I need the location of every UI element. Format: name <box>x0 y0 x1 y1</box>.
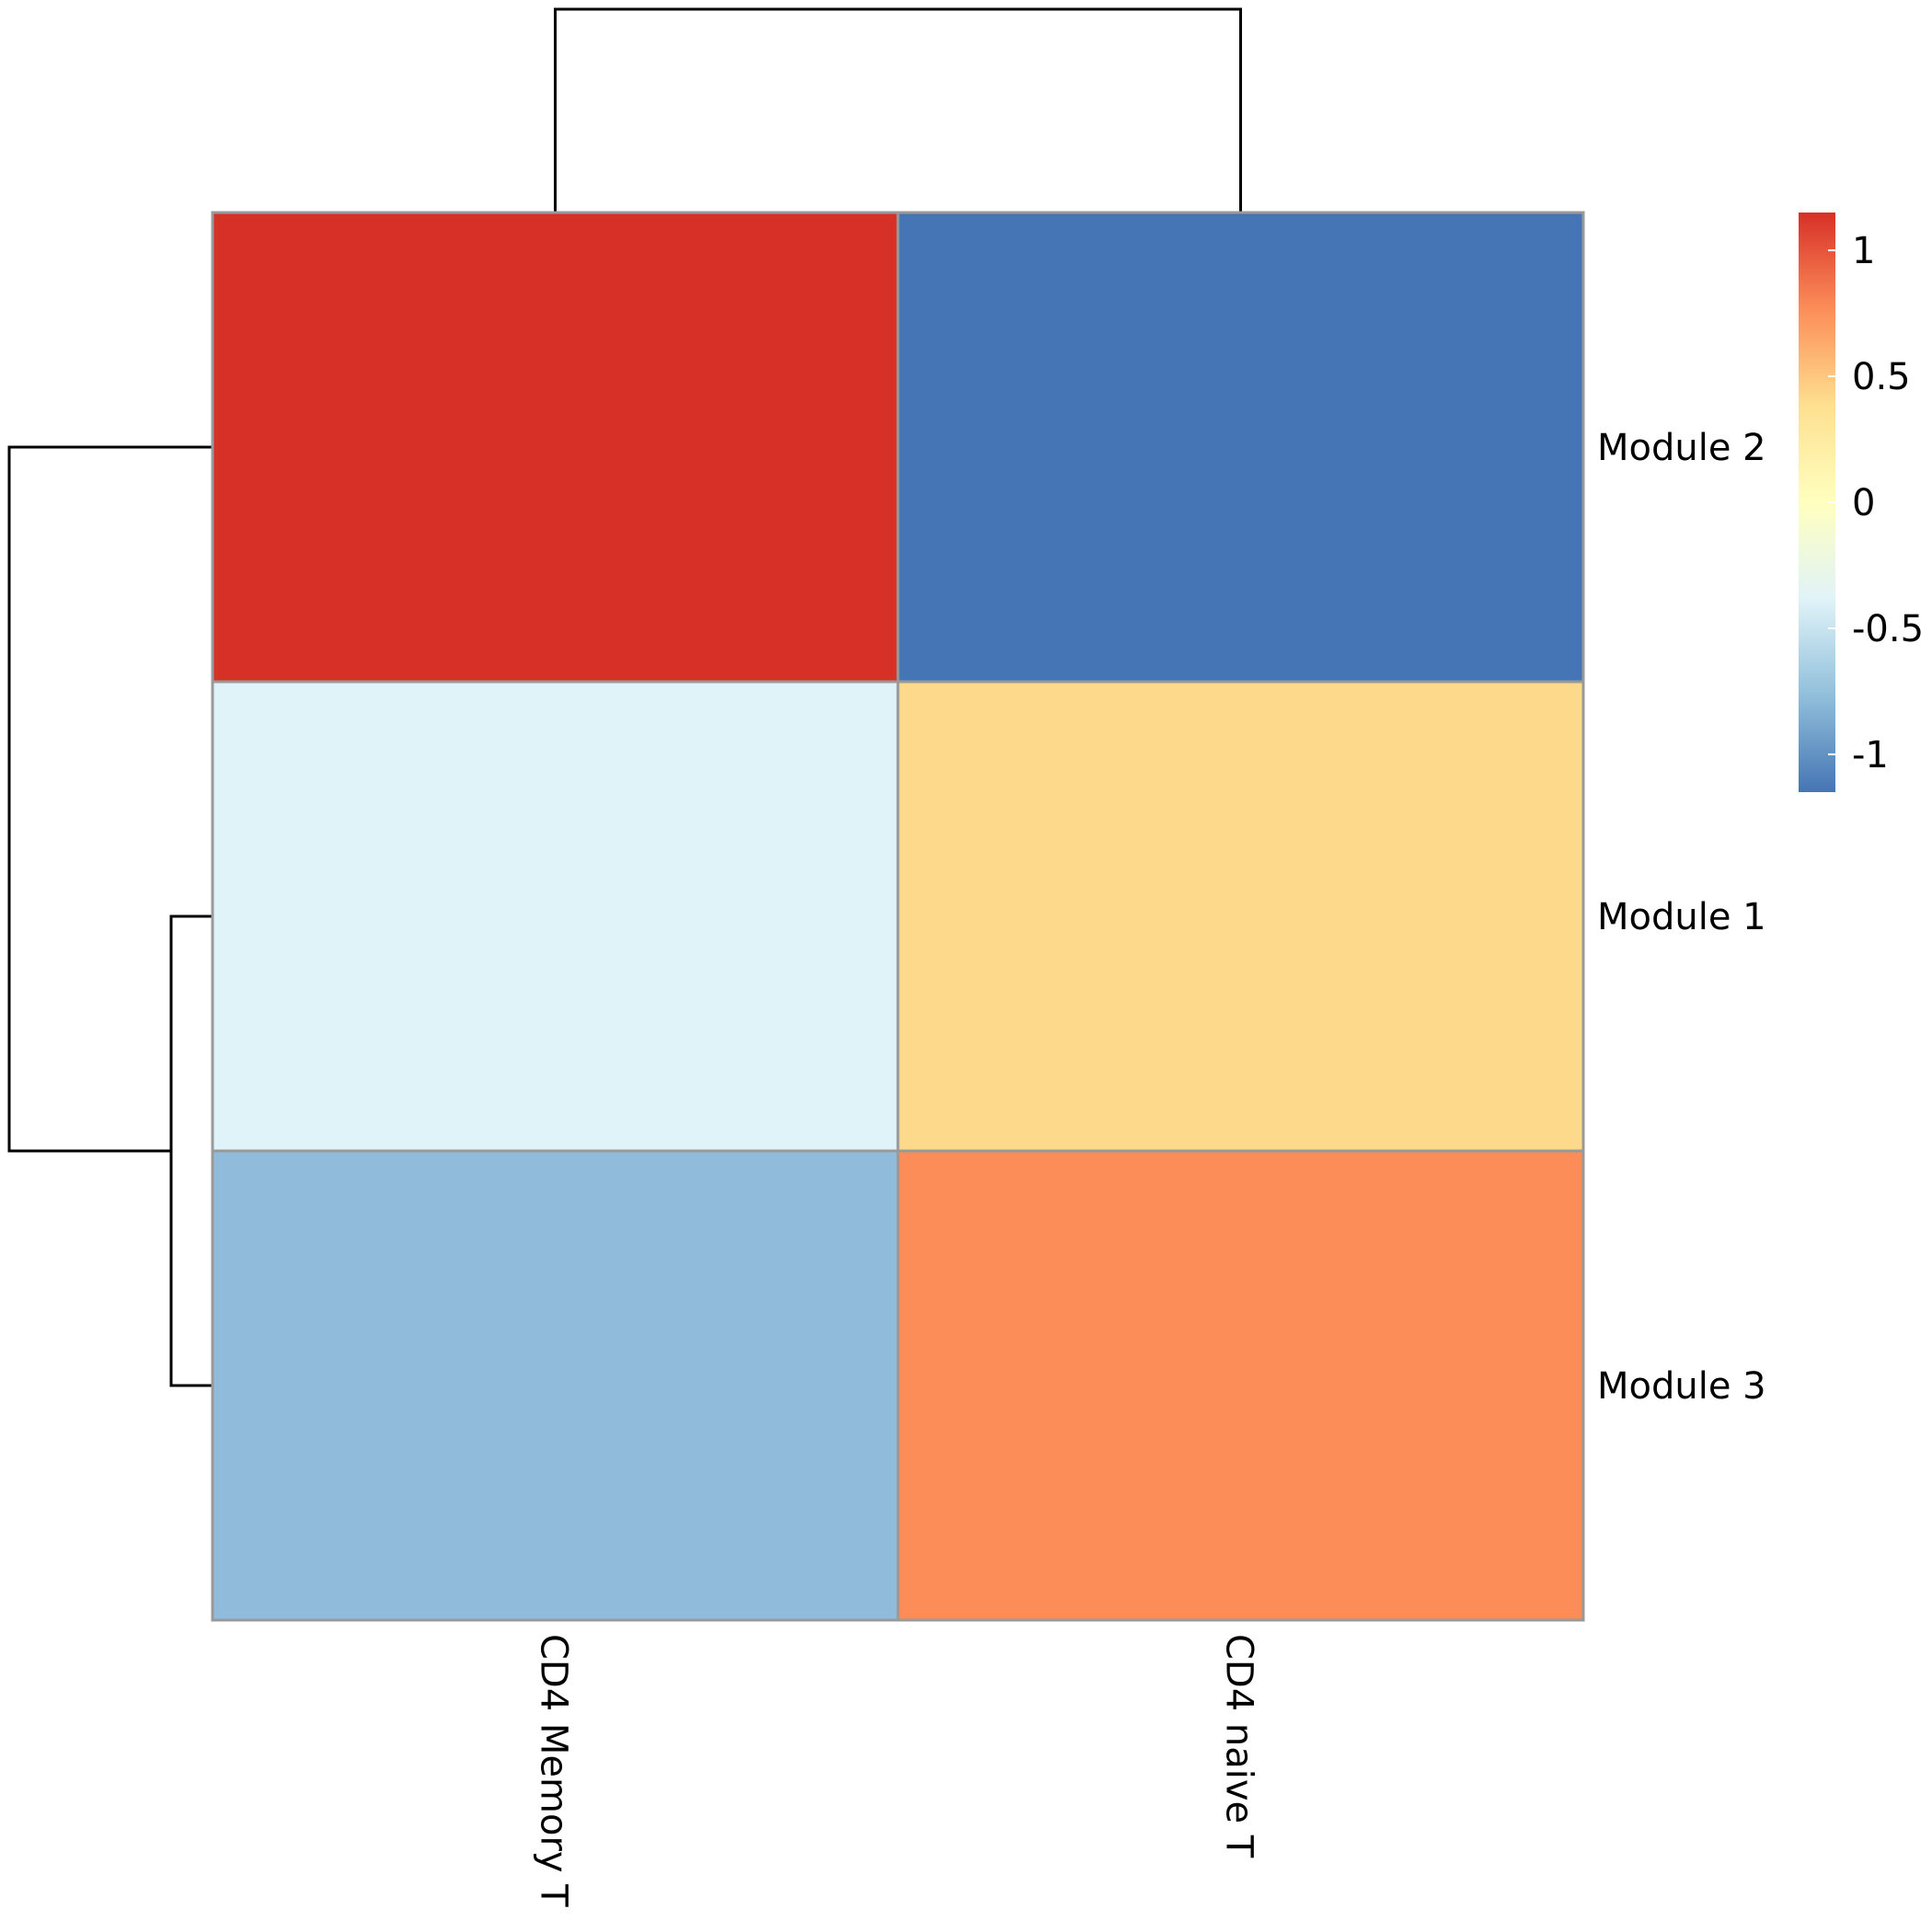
row-label: Module 1 <box>1597 896 1766 938</box>
row-label: Module 3 <box>1597 1365 1766 1408</box>
row-dendrogram-branch <box>7 445 213 1153</box>
heatmap-cell <box>896 680 1585 1153</box>
legend-tick-label: -0.5 <box>1852 608 1924 650</box>
heatmap-cell <box>211 680 900 1153</box>
row-dendrogram-branch <box>169 914 213 1387</box>
legend-tick-label: -1 <box>1852 734 1889 776</box>
column-label: CD4 naive T <box>1218 1634 1260 1858</box>
heatmap-cells <box>211 211 1585 1622</box>
color-legend: 1 0.5 0 -0.5 -1 <box>1799 213 1924 792</box>
row-label: Module 2 <box>1597 427 1766 469</box>
row-labels: Module 2 Module 1 Module 3 <box>1597 427 1766 1408</box>
column-dendrogram-branch <box>554 7 1242 213</box>
heatmap-cell <box>896 211 1585 684</box>
legend-tick-label: 0 <box>1852 482 1875 524</box>
legend-tick-label: 0.5 <box>1852 356 1911 398</box>
legend-ticks: 1 0.5 0 -0.5 -1 <box>1828 230 1924 776</box>
column-dendrogram <box>554 7 1242 213</box>
row-dendrogram <box>7 445 213 1387</box>
column-label: CD4 Memory T <box>533 1634 575 1907</box>
legend-tick-label: 1 <box>1852 230 1875 272</box>
column-labels: CD4 Memory T CD4 naive T <box>533 1634 1260 1907</box>
heatmap-cell <box>896 1149 1585 1622</box>
heatmap-cell <box>211 211 900 684</box>
heatmap-cell <box>211 1149 900 1622</box>
